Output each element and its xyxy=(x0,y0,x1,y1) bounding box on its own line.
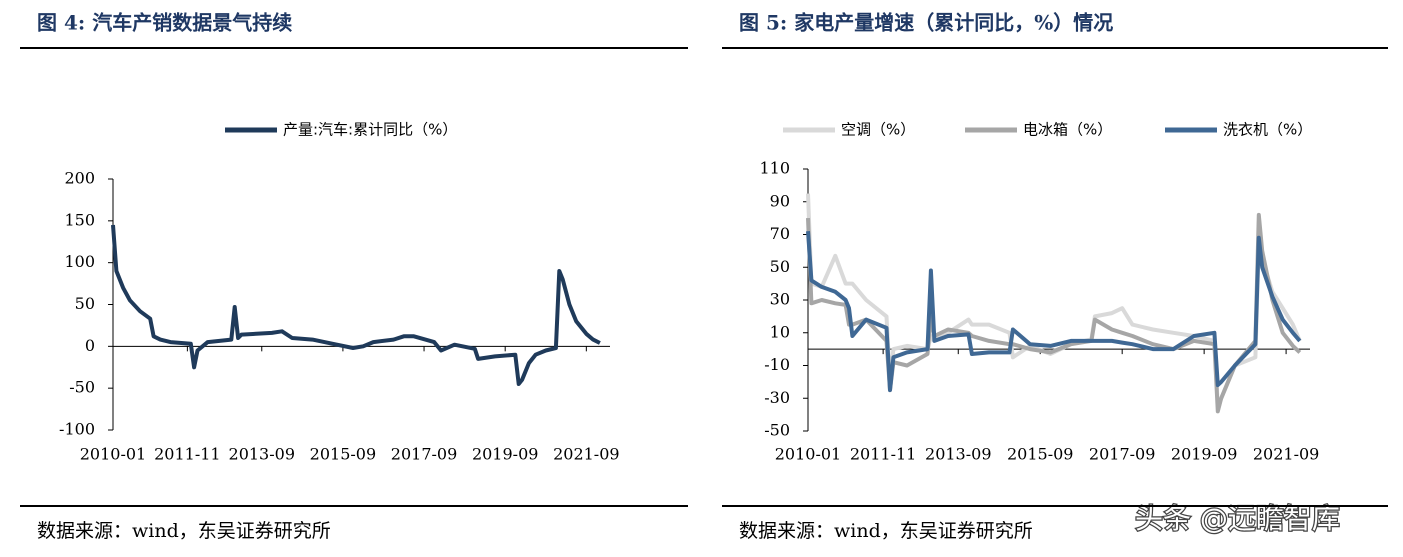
x-tick-label: 2013-09 xyxy=(925,445,991,464)
x-tick-label: 2010-01 xyxy=(80,445,146,464)
y-tick-label: 90 xyxy=(770,191,790,210)
x-tick-label: 2019-09 xyxy=(1171,445,1237,464)
chart-title: 图 4: 汽车产销数据景气持续 xyxy=(37,11,292,35)
y-tick-label: -100 xyxy=(59,420,95,439)
legend-label: 电冰箱（%） xyxy=(1023,121,1112,139)
x-tick-label: 2011-11 xyxy=(850,445,916,464)
series-line xyxy=(111,224,601,386)
legend-label: 空调（%） xyxy=(841,121,915,139)
series-line xyxy=(806,231,1302,393)
y-tick-label: 70 xyxy=(770,224,790,243)
y-tick-label: 110 xyxy=(759,159,790,178)
y-tick-label: 200 xyxy=(64,169,95,188)
y-tick-label: -30 xyxy=(764,388,790,407)
x-tick-label: 2017-09 xyxy=(1089,445,1155,464)
y-tick-label: -50 xyxy=(69,378,95,397)
y-tick-label: -10 xyxy=(764,355,790,374)
x-tick-label: 2010-01 xyxy=(775,445,841,464)
chart-title: 图 5: 家电产量增速（累计同比，%）情况 xyxy=(739,11,1113,35)
x-tick-label: 2013-09 xyxy=(229,445,295,464)
x-tick-label: 2015-09 xyxy=(310,445,376,464)
y-tick-label: 0 xyxy=(85,336,95,355)
legend-label: 洗衣机（%） xyxy=(1223,121,1312,139)
x-tick-label: 2021-09 xyxy=(553,445,619,464)
x-tick-label: 2015-09 xyxy=(1007,445,1073,464)
y-tick-label: 100 xyxy=(64,252,95,271)
y-tick-label: 50 xyxy=(770,257,790,276)
y-tick-label: 50 xyxy=(75,294,95,313)
x-tick-label: 2019-09 xyxy=(472,445,538,464)
x-tick-label: 2017-09 xyxy=(391,445,457,464)
y-tick-label: 10 xyxy=(770,322,790,341)
y-tick-label: -50 xyxy=(764,421,790,440)
source: 数据来源：wind，东吴证券研究所 xyxy=(739,520,1033,542)
y-tick-label: 150 xyxy=(64,210,95,229)
legend-label: 产量:汽车:累计同比（%） xyxy=(283,121,457,139)
x-tick-label: 2011-11 xyxy=(154,445,220,464)
x-tick-label: 2021-09 xyxy=(1253,445,1319,464)
source: 数据来源：wind，东吴证券研究所 xyxy=(37,520,331,542)
y-tick-label: 30 xyxy=(770,290,790,309)
